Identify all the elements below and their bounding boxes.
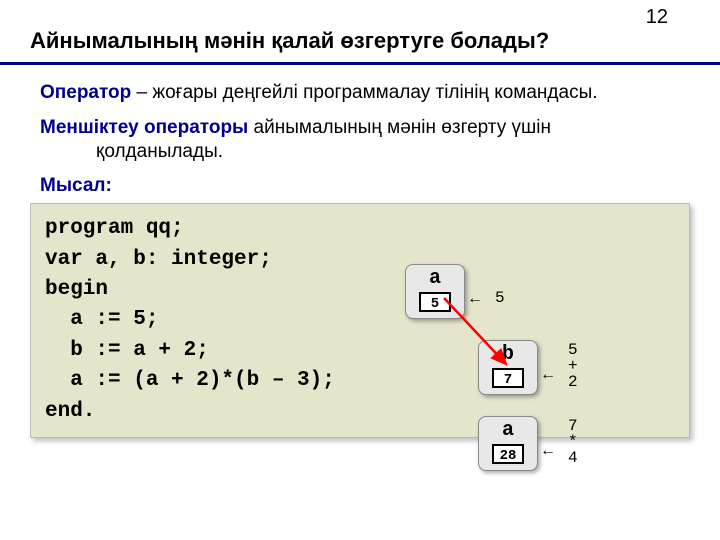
arrow-in-b: ← <box>540 366 556 384</box>
para1-rest: – жоғары деңгейлі программалау тілінің к… <box>131 82 597 103</box>
var-box-a: a 5 <box>405 264 465 319</box>
term-operator: Оператор <box>40 82 131 103</box>
arrow-in-a: ← <box>467 290 483 308</box>
term-assignment: Меншіктеу операторы <box>40 117 248 138</box>
var-box-a2: a 28 <box>478 416 538 471</box>
slide-title: Айнымалының мәнін қалай өзгертуге болады… <box>0 0 720 65</box>
var-a-value: 5 <box>419 292 451 312</box>
var-b-label: b <box>479 343 537 366</box>
page-number: 12 <box>646 6 668 29</box>
var-b-value: 7 <box>492 368 524 388</box>
body-text: Оператор – жоғары деңгейлі программалау … <box>0 65 720 165</box>
var-a2-value: 28 <box>492 444 524 464</box>
paragraph-operator: Оператор – жоғары деңгейлі программалау … <box>40 81 680 106</box>
var-box-b: b 7 <box>478 340 538 395</box>
expr-a2: 7 * 4 <box>568 418 578 466</box>
code-block: program qq; var a, b: integer; begin a :… <box>30 203 690 438</box>
var-a2-label: a <box>479 419 537 442</box>
arrow-in-a2: ← <box>540 442 556 460</box>
example-label: Мысал: <box>0 175 720 197</box>
expr-a: 5 <box>495 290 505 306</box>
expr-b: 5 + 2 <box>568 342 578 390</box>
var-a-label: a <box>406 267 464 290</box>
paragraph-assignment: Меншіктеу операторы айнымалының мәнін өз… <box>40 116 680 165</box>
